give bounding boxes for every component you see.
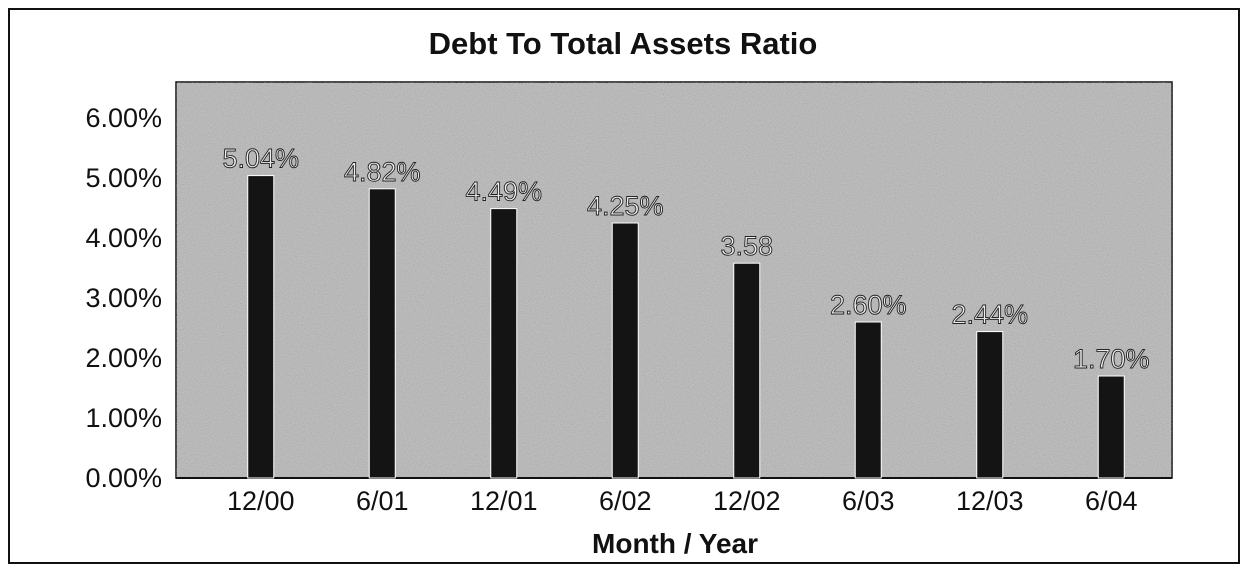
bar <box>1097 375 1125 479</box>
x-axis: 12/00 6/01 12/01 6/02 12/02 6/03 12/03 6/04 <box>176 477 1172 516</box>
y-tick-label: 6.00% <box>85 103 162 133</box>
y-tick-label: 0.00% <box>85 463 162 493</box>
y-tick-label: 3.00% <box>85 283 162 313</box>
x-tick-label: 6/04 <box>1085 486 1138 516</box>
data-labels: 5.04% 4.82% 4.49% 4.25% 3.58 2.60% 2.44% 1.70% <box>222 143 1150 374</box>
y-tick-label: 2.00% <box>85 343 162 373</box>
x-tick-label: 6/02 <box>599 486 652 516</box>
x-axis-title: Month / Year <box>592 528 758 559</box>
x-tick-label: 12/03 <box>956 486 1024 516</box>
plot-area <box>175 81 1173 479</box>
y-axis: 0.00% 1.00% 2.00% 3.00% 4.00% 5.00% 6.00% <box>85 103 162 493</box>
bar <box>247 175 275 479</box>
data-label: 4.82% <box>344 157 421 187</box>
bar <box>368 188 396 479</box>
bar <box>490 208 518 479</box>
y-tick-label: 4.00% <box>85 223 162 253</box>
x-tick-label: 6/03 <box>842 486 895 516</box>
bars <box>247 175 1125 479</box>
chart-title: Debt To Total Assets Ratio <box>429 26 818 61</box>
x-tick-label: 12/01 <box>470 486 538 516</box>
data-label: 4.25% <box>587 191 664 221</box>
x-tick-label: 6/01 <box>356 486 409 516</box>
y-tick-label: 1.00% <box>85 403 162 433</box>
data-label: 5.04% <box>222 144 299 174</box>
x-tick-label: 12/02 <box>713 486 781 516</box>
bar <box>611 222 639 479</box>
bar <box>733 262 761 479</box>
x-tick-label: 12/00 <box>227 486 295 516</box>
data-label: 1.70% <box>1073 344 1150 374</box>
plot-texture <box>176 82 1172 478</box>
data-label: 4.49% <box>465 177 542 207</box>
bar <box>976 331 1004 479</box>
y-tick-label: 5.00% <box>85 163 162 193</box>
data-label: 3.58 <box>720 231 773 261</box>
data-label: 2.44% <box>951 300 1028 330</box>
bar <box>854 321 882 479</box>
data-label: 2.60% <box>830 290 907 320</box>
